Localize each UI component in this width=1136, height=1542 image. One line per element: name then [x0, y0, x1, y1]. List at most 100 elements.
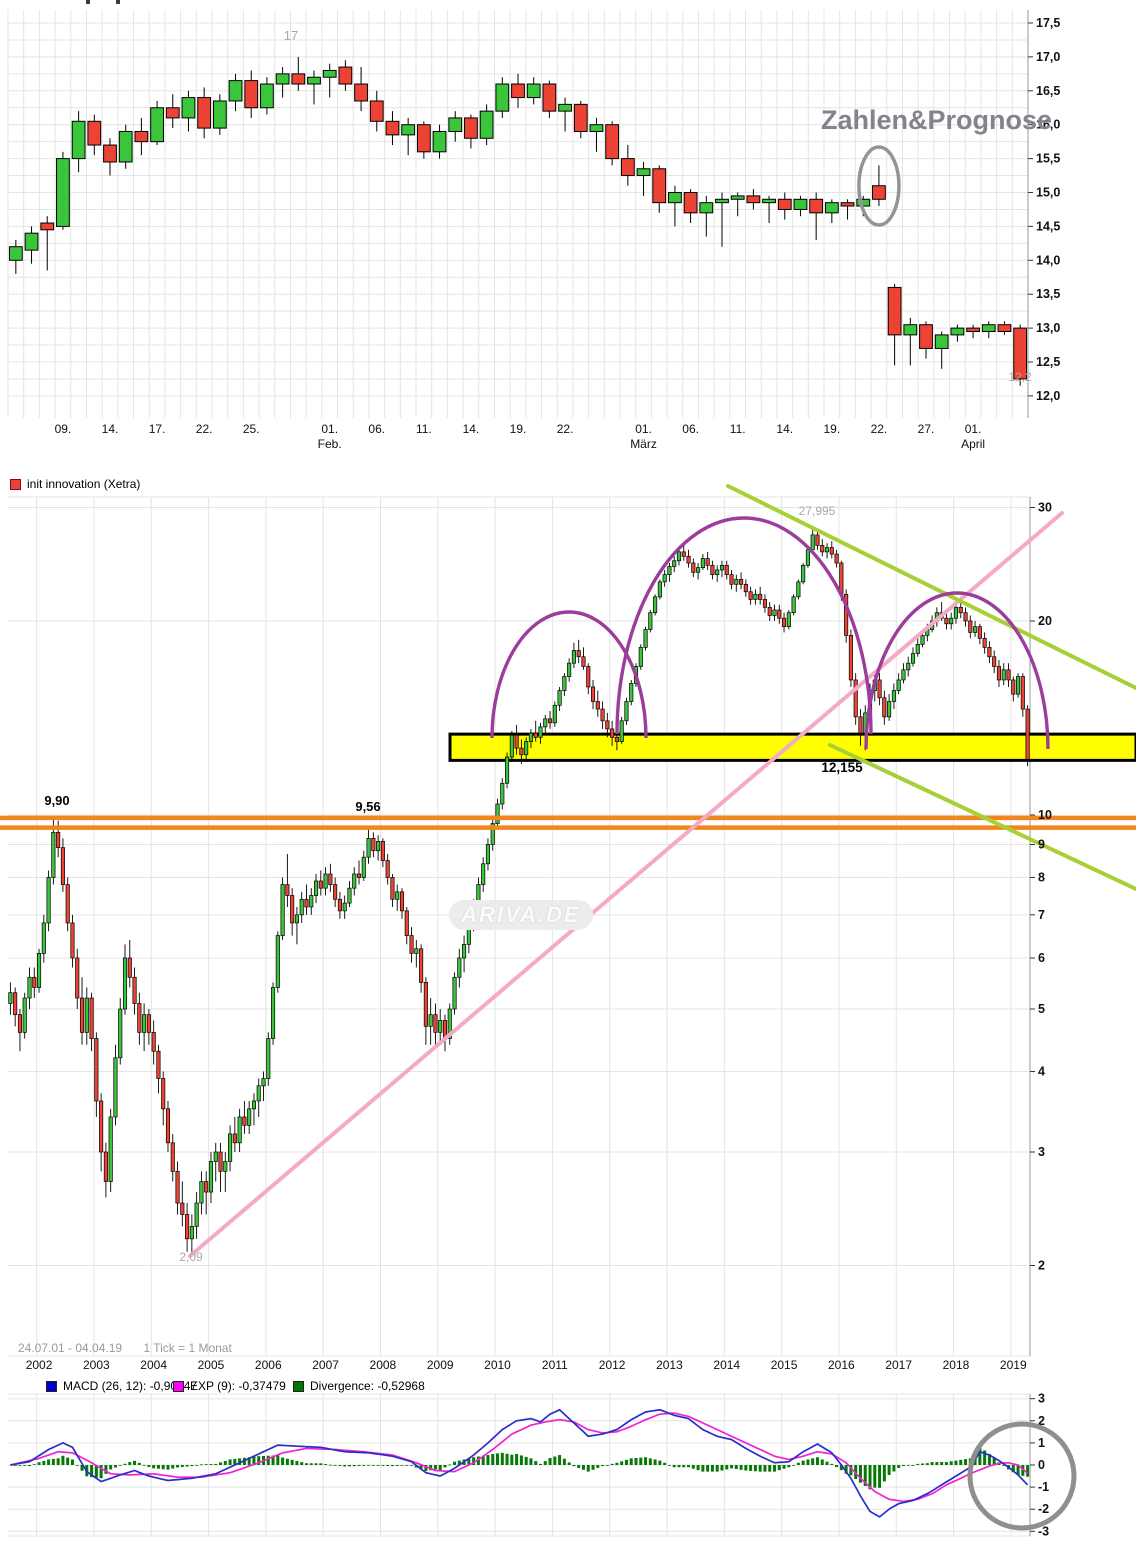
divergence-bar: [538, 1463, 542, 1465]
candle-body: [715, 569, 720, 576]
y-axis-label: 14,5: [1036, 219, 1060, 233]
candle-body: [840, 202, 855, 207]
candle-body: [982, 637, 987, 648]
candle-body: [562, 676, 567, 691]
candle-body: [729, 574, 734, 585]
divergence-bar: [419, 1465, 423, 1470]
candle-body: [958, 606, 963, 614]
divergence-bar: [901, 1465, 905, 1467]
divergence-bar: [768, 1465, 772, 1472]
divergence-bar: [1021, 1465, 1025, 1476]
divergence-bar: [347, 1465, 351, 1467]
divergence-bar: [524, 1456, 528, 1465]
candle-body: [824, 202, 839, 214]
candle-body: [354, 83, 368, 102]
candle-body: [672, 560, 677, 567]
divergence-bar: [338, 1465, 342, 1466]
candle-body: [887, 286, 902, 336]
x-axis-year-label: 2010: [484, 1358, 511, 1372]
alltime-low-label: 2,09: [179, 1250, 203, 1264]
macd-swatch-blue: [46, 1380, 57, 1392]
candle-body: [380, 841, 385, 861]
candle-body: [730, 195, 745, 200]
candle-body: [342, 902, 347, 912]
candle-body: [743, 583, 748, 593]
divergence-bar: [892, 1465, 896, 1472]
divergence-bar: [90, 1465, 94, 1478]
y-axis-label: 2: [1038, 1258, 1045, 1272]
instrument-legend: init innovation (Xetra): [10, 478, 140, 491]
period-range: 24.07.01 - 04.04.19: [18, 1341, 123, 1355]
candle-body: [122, 957, 128, 1010]
y-axis-label: 7: [1038, 908, 1045, 922]
highlight-circle: [967, 1421, 1077, 1531]
candle-body: [1006, 669, 1011, 681]
candle-body: [428, 1014, 433, 1027]
divergence-bar: [863, 1465, 867, 1486]
divergence-bar: [367, 1465, 371, 1466]
candle-body: [903, 324, 918, 336]
divergence-bar: [137, 1462, 141, 1465]
candle-body: [533, 732, 538, 738]
divergence-bar: [304, 1463, 308, 1465]
divergence-bar: [577, 1465, 581, 1468]
candle-body: [244, 80, 259, 109]
candle-body: [762, 599, 767, 608]
divergence-bar: [658, 1460, 662, 1465]
candle-body: [75, 957, 80, 999]
candle-body: [636, 168, 651, 177]
divergence-bar: [453, 1461, 457, 1465]
divergence-bar: [472, 1457, 476, 1465]
candle-body: [739, 579, 744, 585]
divergence-bar: [624, 1459, 628, 1465]
candle-body: [705, 558, 710, 566]
x-axis-month-label: März: [630, 437, 657, 451]
candle-body: [1001, 669, 1006, 681]
candle-body: [8, 246, 23, 261]
divergence-bar: [343, 1465, 347, 1467]
candle-body: [294, 914, 299, 924]
candle-body: [700, 558, 705, 568]
candle-body: [557, 690, 562, 706]
divergence-bar: [94, 1465, 98, 1478]
divergence-bar: [868, 1465, 872, 1490]
candle-body: [820, 545, 825, 553]
divergence-bar: [376, 1465, 380, 1466]
candle-body: [51, 831, 56, 878]
candle-body: [275, 935, 280, 988]
divergence-bar: [792, 1465, 796, 1466]
y-axis-label: 3: [1038, 1392, 1045, 1406]
y-axis-label: 12,5: [1036, 355, 1060, 369]
candle-body: [242, 1116, 247, 1126]
x-axis-label: 09.: [55, 422, 72, 436]
candle-body: [304, 898, 309, 908]
divergence-bar: [133, 1460, 137, 1465]
divergence-bar: [333, 1465, 337, 1466]
candle-body: [981, 324, 996, 332]
divergence-bar: [257, 1456, 261, 1465]
divergence-bar: [591, 1465, 595, 1470]
cropped-text-fragment: [116, 0, 120, 4]
divergence-bar: [887, 1465, 891, 1475]
legend-swatch-red: [10, 478, 21, 490]
divergence-bar: [944, 1462, 948, 1465]
candle-body: [668, 192, 682, 204]
candle-body: [526, 83, 541, 99]
divergence-bar: [395, 1465, 399, 1466]
candle-body: [356, 873, 362, 878]
divergence-bar: [328, 1464, 332, 1466]
divergence-bar: [176, 1465, 180, 1468]
candle-body: [657, 581, 662, 598]
candle-body: [352, 873, 357, 889]
candle-body: [777, 609, 782, 619]
zahlen-prognose-annotation: Zahlen&Prognose: [820, 105, 1052, 135]
macd-panel: 3 2 1 0 -1 -2 -3: [8, 1392, 1077, 1538]
divergence-bar: [99, 1465, 103, 1479]
candle-body: [977, 626, 982, 639]
candle-body: [620, 158, 635, 177]
x-axis-label: 06.: [368, 422, 385, 436]
divergence-bar: [271, 1455, 275, 1465]
divergence-bar: [911, 1465, 915, 1466]
divergence-bar: [925, 1463, 929, 1465]
divergence-bar: [844, 1465, 848, 1474]
